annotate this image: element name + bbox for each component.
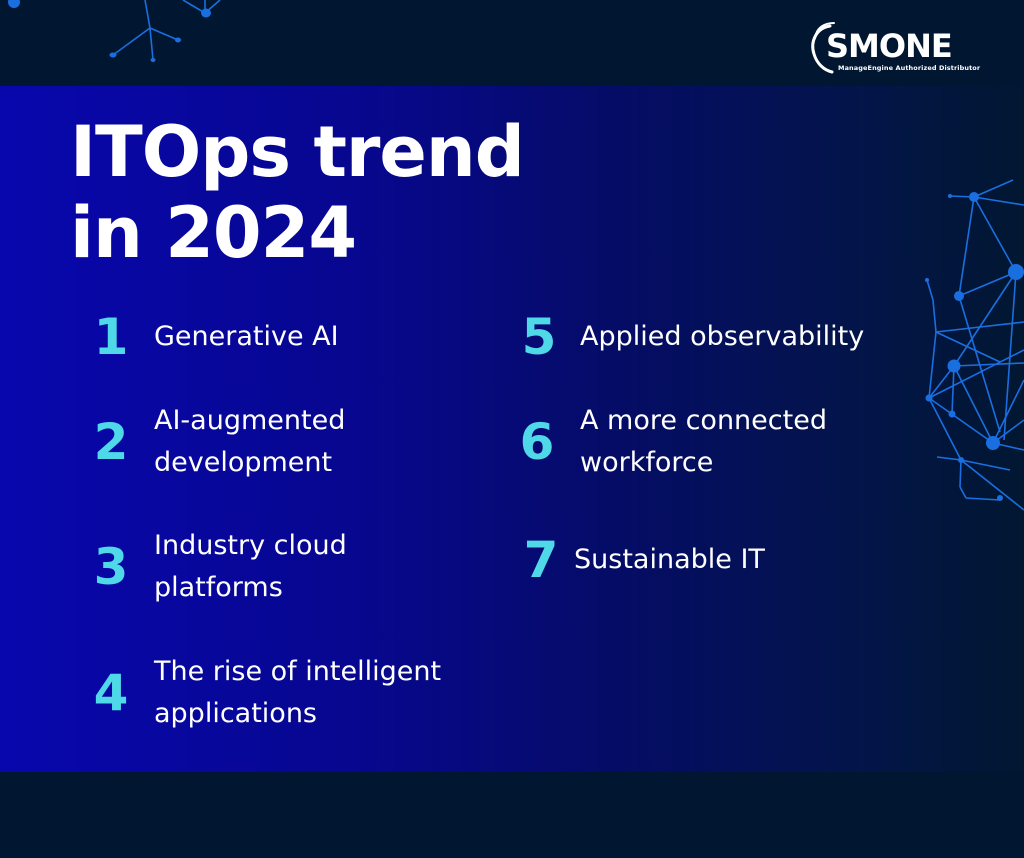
trend-label: Industry cloud platforms <box>154 525 347 609</box>
logo-swoosh-icon <box>811 22 835 74</box>
trend-label-line: Generative AI <box>154 321 339 352</box>
trend-item-6: 6 A more connected workforce <box>508 400 827 484</box>
trend-label-line: development <box>154 447 333 478</box>
page-title: ITOps trend in 2024 <box>70 111 525 274</box>
trend-number: 5 <box>521 308 557 366</box>
trend-label: AI-augmented development <box>154 400 345 484</box>
trend-label: A more connected workforce <box>580 400 827 484</box>
trend-item-4: 4 The rise of intelligent applications <box>82 651 441 735</box>
trend-label-line: Industry cloud <box>154 530 347 561</box>
trend-label: Generative AI <box>154 316 339 358</box>
logo-wordmark: SMONE <box>826 27 953 65</box>
trend-label-line: AI-augmented <box>154 405 346 436</box>
trend-item-3: 3 Industry cloud platforms <box>82 525 347 609</box>
trend-number: 2 <box>93 413 129 471</box>
trend-number: 1 <box>93 308 129 366</box>
trend-item-2: 2 AI-augmented development <box>82 400 346 484</box>
gradient-panel <box>0 86 1024 772</box>
trend-label-line: The rise of intelligent <box>154 656 442 687</box>
trend-item-5: 5 Applied observability <box>510 308 865 366</box>
title-line-1: ITOps trend <box>70 111 525 193</box>
trend-label-line: workforce <box>580 447 714 478</box>
trend-number: 6 <box>519 413 555 471</box>
trend-label-line: applications <box>154 698 318 729</box>
trend-label-line: platforms <box>154 572 283 603</box>
trend-label: Sustainable IT <box>574 539 765 581</box>
title-line-2: in 2024 <box>70 192 357 274</box>
brand-logo: SMONE ManageEngine Authorized Distributo… <box>808 20 981 80</box>
trend-label: Applied observability <box>580 316 864 358</box>
trend-label-line: A more connected <box>580 405 827 436</box>
trend-number: 4 <box>93 664 129 722</box>
logo-tagline: ManageEngine Authorized Distributor <box>838 64 981 72</box>
trend-label-line: Sustainable IT <box>574 544 765 575</box>
trend-item-1: 1 Generative AI <box>82 312 339 362</box>
trend-label-line: Applied observability <box>580 321 865 352</box>
trend-number: 3 <box>93 538 129 596</box>
trend-item-7: 7 Sustainable IT <box>512 533 765 587</box>
trend-label: The rise of intelligent applications <box>154 651 441 735</box>
trend-number: 7 <box>523 531 559 589</box>
